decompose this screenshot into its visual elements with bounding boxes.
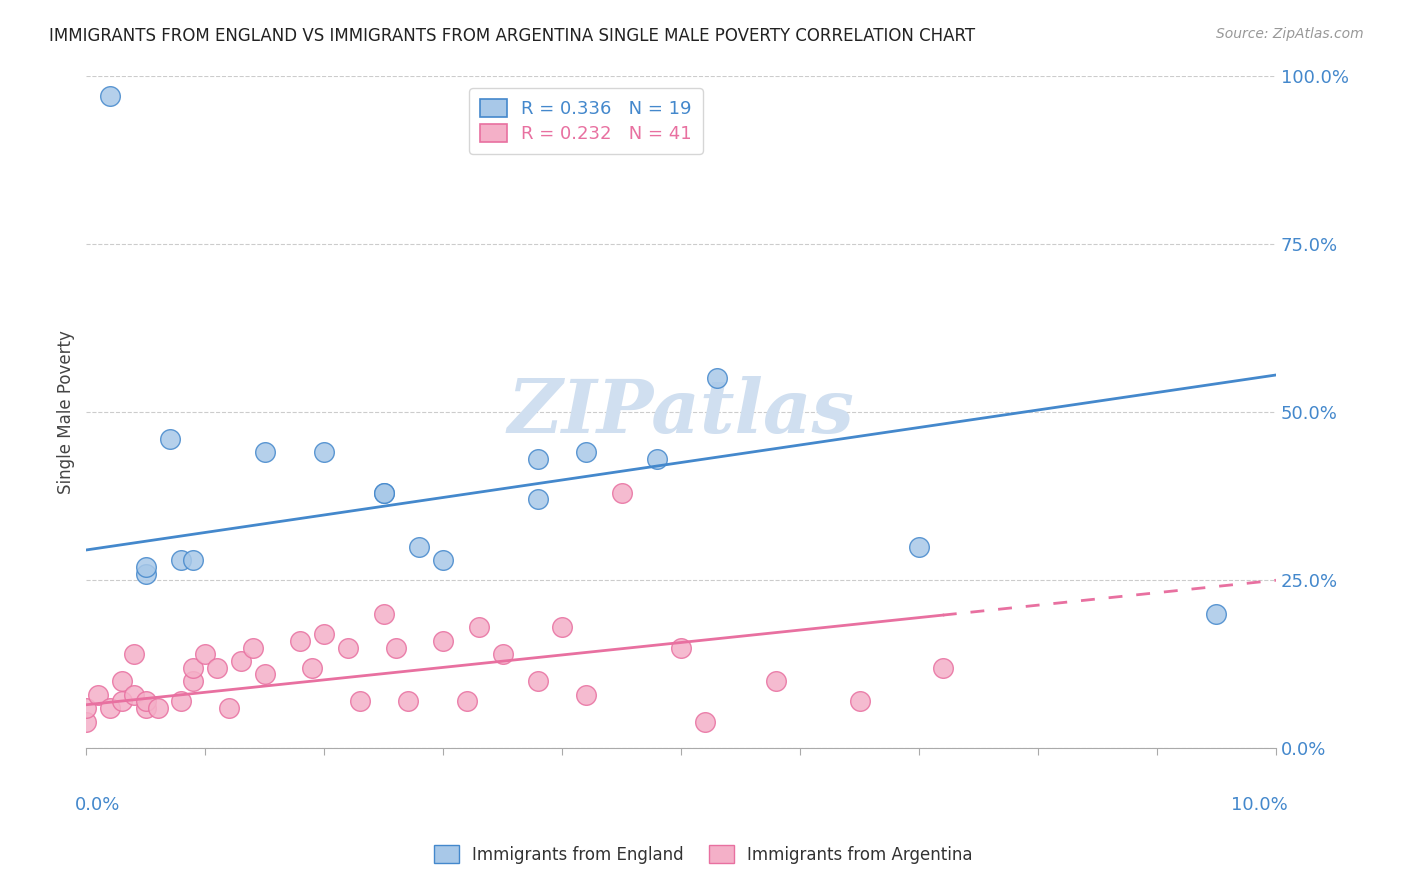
Text: ZIPatlas: ZIPatlas <box>508 376 855 449</box>
Point <box>527 674 550 689</box>
Point <box>111 694 134 708</box>
Point <box>432 633 454 648</box>
Point <box>135 694 157 708</box>
Point <box>432 553 454 567</box>
Point <box>87 688 110 702</box>
Point <box>575 688 598 702</box>
Y-axis label: Single Male Poverty: Single Male Poverty <box>58 330 75 494</box>
Point <box>183 553 205 567</box>
Point <box>218 701 240 715</box>
Point <box>932 661 955 675</box>
Text: 0.0%: 0.0% <box>75 796 120 814</box>
Point <box>135 559 157 574</box>
Point <box>98 88 121 103</box>
Text: IMMIGRANTS FROM ENGLAND VS IMMIGRANTS FROM ARGENTINA SINGLE MALE POVERTY CORRELA: IMMIGRANTS FROM ENGLAND VS IMMIGRANTS FR… <box>49 27 976 45</box>
Legend: R = 0.336   N = 19, R = 0.232   N = 41: R = 0.336 N = 19, R = 0.232 N = 41 <box>470 88 703 153</box>
Point <box>527 492 550 507</box>
Point <box>706 371 728 385</box>
Point <box>314 445 336 459</box>
Point <box>408 540 430 554</box>
Point <box>373 607 395 621</box>
Point <box>301 661 323 675</box>
Point <box>349 694 371 708</box>
Point <box>373 485 395 500</box>
Point <box>1205 607 1227 621</box>
Point <box>170 553 193 567</box>
Text: 10.0%: 10.0% <box>1232 796 1288 814</box>
Point <box>159 432 181 446</box>
Point <box>242 640 264 655</box>
Point <box>183 661 205 675</box>
Point <box>111 674 134 689</box>
Text: Source: ZipAtlas.com: Source: ZipAtlas.com <box>1216 27 1364 41</box>
Point <box>456 694 478 708</box>
Point <box>135 566 157 581</box>
Point <box>384 640 406 655</box>
Point <box>98 701 121 715</box>
Point <box>610 485 633 500</box>
Point <box>669 640 692 655</box>
Point <box>575 445 598 459</box>
Point <box>122 688 145 702</box>
Point <box>848 694 870 708</box>
Point <box>75 701 97 715</box>
Point <box>314 627 336 641</box>
Point <box>135 701 157 715</box>
Point <box>253 445 276 459</box>
Point <box>527 452 550 467</box>
Point <box>170 694 193 708</box>
Point <box>146 701 169 715</box>
Point <box>122 647 145 661</box>
Point <box>75 714 97 729</box>
Point <box>468 620 491 634</box>
Point <box>396 694 419 708</box>
Point <box>229 654 252 668</box>
Point <box>765 674 787 689</box>
Point <box>373 485 395 500</box>
Point <box>647 452 669 467</box>
Point <box>253 667 276 681</box>
Point <box>551 620 574 634</box>
Point <box>205 661 228 675</box>
Point <box>183 674 205 689</box>
Point <box>908 540 931 554</box>
Point <box>194 647 217 661</box>
Point <box>492 647 515 661</box>
Point <box>290 633 312 648</box>
Point <box>337 640 360 655</box>
Legend: Immigrants from England, Immigrants from Argentina: Immigrants from England, Immigrants from… <box>427 838 979 871</box>
Point <box>693 714 716 729</box>
